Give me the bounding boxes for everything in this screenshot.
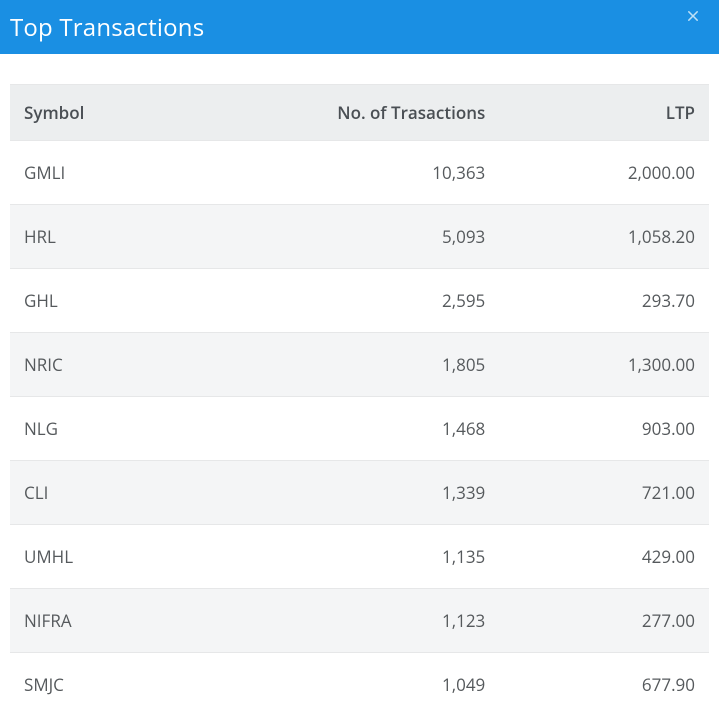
top-transactions-modal: Top Transactions Symbol No. of Trasactio… [0,0,719,713]
table-row[interactable]: SMJC1,049677.90 [10,653,709,713]
cell-ltp: 429.00 [499,525,709,589]
cell-ltp: 293.70 [499,269,709,333]
cell-symbol: NLG [10,397,241,461]
cell-transactions: 1,805 [241,333,500,397]
cell-symbol: CLI [10,461,241,525]
modal-header: Top Transactions [0,0,719,54]
table-row[interactable]: GMLI10,3632,000.00 [10,141,709,205]
cell-transactions: 2,595 [241,269,500,333]
col-header-ltp: LTP [499,85,709,141]
cell-symbol: GHL [10,269,241,333]
table-row[interactable]: GHL2,595293.70 [10,269,709,333]
cell-symbol: SMJC [10,653,241,713]
cell-ltp: 677.90 [499,653,709,713]
cell-ltp: 277.00 [499,589,709,653]
cell-symbol: UMHL [10,525,241,589]
cell-ltp: 903.00 [499,397,709,461]
close-button[interactable] [681,6,705,30]
cell-symbol: GMLI [10,141,241,205]
cell-symbol: HRL [10,205,241,269]
cell-transactions: 10,363 [241,141,500,205]
modal-body: Symbol No. of Trasactions LTP GMLI10,363… [0,54,719,713]
col-header-symbol: Symbol [10,85,241,141]
table-row[interactable]: CLI1,339721.00 [10,461,709,525]
cell-transactions: 1,049 [241,653,500,713]
cell-ltp: 721.00 [499,461,709,525]
table-row[interactable]: HRL5,0931,058.20 [10,205,709,269]
cell-transactions: 1,123 [241,589,500,653]
close-icon [684,7,702,30]
cell-transactions: 1,339 [241,461,500,525]
cell-transactions: 5,093 [241,205,500,269]
table-row[interactable]: UMHL1,135429.00 [10,525,709,589]
cell-ltp: 2,000.00 [499,141,709,205]
cell-symbol: NIFRA [10,589,241,653]
cell-transactions: 1,135 [241,525,500,589]
cell-transactions: 1,468 [241,397,500,461]
table-header-row: Symbol No. of Trasactions LTP [10,85,709,141]
modal-title: Top Transactions [10,11,204,44]
col-header-transactions: No. of Trasactions [241,85,500,141]
transactions-table: Symbol No. of Trasactions LTP GMLI10,363… [10,84,709,713]
cell-ltp: 1,300.00 [499,333,709,397]
table-body: GMLI10,3632,000.00HRL5,0931,058.20GHL2,5… [10,141,709,713]
table-row[interactable]: NIFRA1,123277.00 [10,589,709,653]
cell-ltp: 1,058.20 [499,205,709,269]
cell-symbol: NRIC [10,333,241,397]
table-row[interactable]: NRIC1,8051,300.00 [10,333,709,397]
table-row[interactable]: NLG1,468903.00 [10,397,709,461]
